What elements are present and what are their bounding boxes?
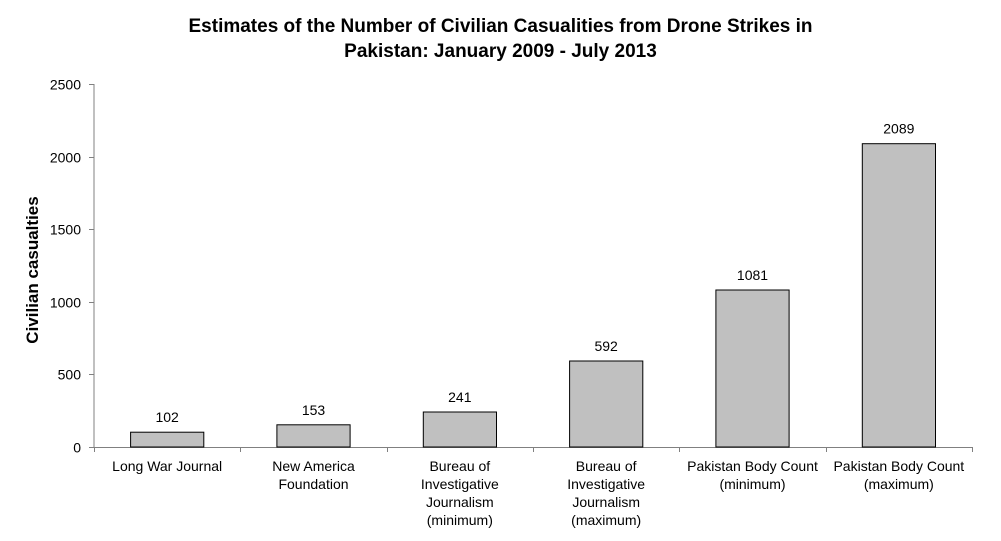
- data-label: 2089: [883, 121, 914, 137]
- y-axis: 0 500 1000 1500 2000 2500: [50, 77, 95, 456]
- x-category-label: New America: [272, 458, 355, 474]
- data-label: 153: [302, 402, 326, 418]
- chart-title-line-1: Estimates of the Number of Civilian Casu…: [188, 16, 813, 37]
- x-axis: [89, 447, 973, 452]
- bar: [861, 143, 936, 448]
- category-labels: Long War Journal New America Foundation Bur…: [112, 458, 964, 528]
- chart-title-line-2: Pakistan: January 2009 - July 2013: [344, 41, 657, 62]
- y-axis-label: Civilian casualties: [23, 196, 42, 343]
- y-tick-label: 2500: [50, 77, 81, 93]
- chart-title: Estimates of the Number of Civilian Casu…: [0, 14, 1001, 64]
- bar: [569, 360, 644, 448]
- x-category-label: Journalism: [426, 494, 494, 510]
- bar: [276, 424, 351, 448]
- x-category-label: Foundation: [278, 476, 348, 492]
- y-tick-label: 1500: [50, 222, 81, 238]
- data-label: 241: [448, 389, 472, 405]
- data-label: 1081: [737, 267, 768, 283]
- bar: [715, 289, 790, 448]
- bar: [422, 411, 497, 448]
- y-tick-label: 500: [58, 367, 82, 383]
- x-category-label: (maximum): [571, 512, 641, 528]
- data-label: 102: [155, 409, 179, 425]
- bar: [130, 431, 205, 448]
- x-category-label: (maximum): [864, 476, 934, 492]
- data-label: 592: [594, 338, 618, 354]
- x-category-label: Investigative: [567, 476, 645, 492]
- y-tick-label: 0: [73, 440, 81, 456]
- bars: [130, 143, 936, 448]
- x-category-label: (minimum): [719, 476, 785, 492]
- x-category-label: Bureau of: [429, 458, 490, 474]
- y-tick-label: 1000: [50, 295, 81, 311]
- x-category-label: Pakistan Body Count: [833, 458, 964, 474]
- x-category-label: Pakistan Body Count: [687, 458, 818, 474]
- x-category-label: (minimum): [427, 512, 493, 528]
- x-category-label: Long War Journal: [112, 458, 222, 474]
- y-tick-label: 2000: [50, 150, 81, 166]
- x-category-label: Investigative: [421, 476, 499, 492]
- x-category-label: Bureau of: [576, 458, 637, 474]
- x-category-label: Journalism: [572, 494, 640, 510]
- data-labels: 102 153 241 592 1081 2089: [155, 121, 914, 426]
